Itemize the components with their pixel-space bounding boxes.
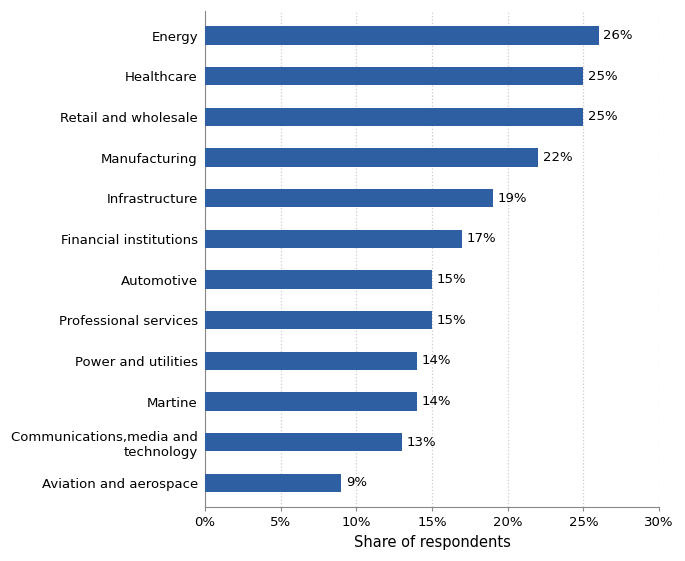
Bar bbox=[205, 352, 417, 370]
Bar bbox=[205, 311, 432, 329]
Bar bbox=[205, 473, 341, 492]
Bar bbox=[205, 229, 462, 248]
Bar bbox=[205, 67, 584, 85]
Text: 13%: 13% bbox=[406, 436, 436, 449]
Text: 14%: 14% bbox=[421, 355, 451, 367]
Text: 14%: 14% bbox=[421, 395, 451, 408]
Bar bbox=[205, 108, 584, 126]
Text: 25%: 25% bbox=[588, 70, 618, 82]
Bar bbox=[205, 26, 599, 45]
Bar bbox=[205, 148, 538, 167]
Text: 15%: 15% bbox=[436, 314, 466, 327]
Text: 19%: 19% bbox=[497, 192, 527, 205]
Text: 22%: 22% bbox=[543, 151, 572, 164]
Text: 26%: 26% bbox=[603, 29, 633, 42]
X-axis label: Share of respondents: Share of respondents bbox=[353, 535, 510, 550]
Text: 9%: 9% bbox=[346, 476, 366, 489]
Bar bbox=[205, 189, 493, 208]
Text: 15%: 15% bbox=[436, 273, 466, 286]
Bar bbox=[205, 392, 417, 411]
Bar bbox=[205, 270, 432, 289]
Bar bbox=[205, 433, 402, 452]
Text: 17%: 17% bbox=[467, 232, 497, 245]
Text: 25%: 25% bbox=[588, 111, 618, 123]
